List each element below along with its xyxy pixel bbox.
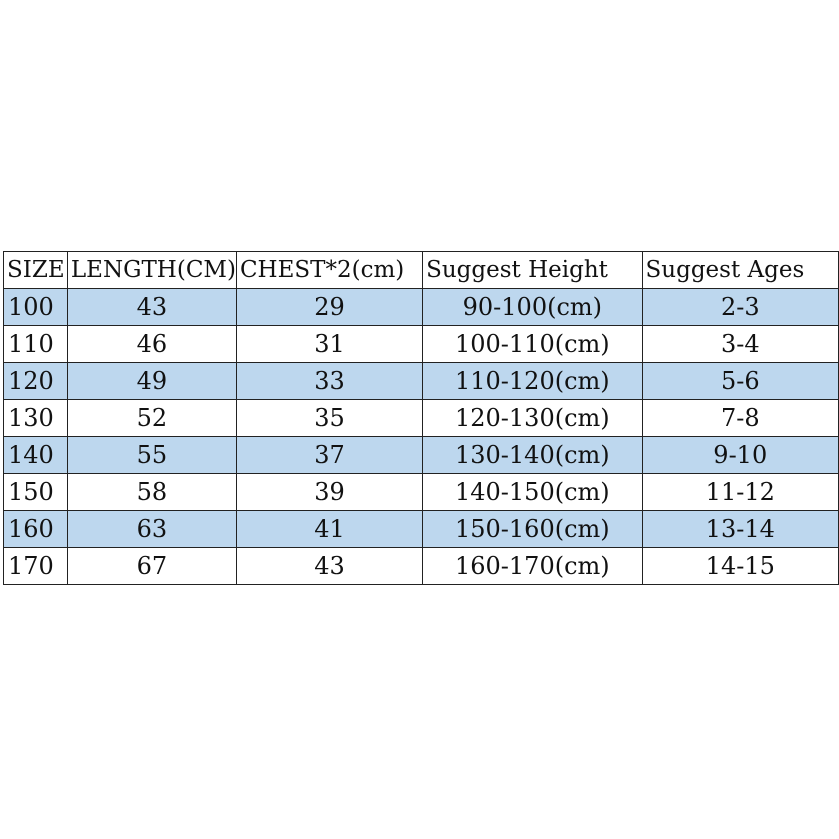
cell-chest: 31: [235, 325, 424, 363]
cell-size: 150: [3, 473, 68, 511]
cell-suggest-ages: 9-10: [641, 436, 839, 474]
cell-size: 100: [3, 288, 68, 326]
table-row: 120 49 33 110-120(cm) 5-6: [3, 362, 839, 400]
cell-chest: 29: [235, 288, 424, 326]
cell-suggest-ages: 13-14: [641, 510, 839, 548]
cell-suggest-height: 120-130(cm): [422, 399, 643, 437]
cell-suggest-height: 100-110(cm): [422, 325, 643, 363]
table-row: 130 52 35 120-130(cm) 7-8: [3, 399, 839, 437]
cell-length: 63: [66, 510, 237, 548]
cell-size: 120: [3, 362, 68, 400]
cell-size: 160: [3, 510, 68, 548]
cell-chest: 43: [235, 547, 424, 585]
cell-suggest-ages: 2-3: [641, 288, 839, 326]
cell-suggest-ages: 7-8: [641, 399, 839, 437]
cell-size: 130: [3, 399, 68, 437]
cell-size: 170: [3, 547, 68, 585]
cell-suggest-height: 140-150(cm): [422, 473, 643, 511]
table-row: 160 63 41 150-160(cm) 13-14: [3, 510, 839, 548]
cell-chest: 41: [235, 510, 424, 548]
cell-suggest-height: 150-160(cm): [422, 510, 643, 548]
table-row: 170 67 43 160-170(cm) 14-15: [3, 547, 839, 585]
cell-suggest-ages: 14-15: [641, 547, 839, 585]
size-chart-table: SIZE LENGTH(CM) CHEST*2(cm) Suggest Heig…: [3, 251, 839, 585]
cell-chest: 39: [235, 473, 424, 511]
cell-size: 110: [3, 325, 68, 363]
table-row: 100 43 29 90-100(cm) 2-3: [3, 288, 839, 326]
cell-suggest-ages: 3-4: [641, 325, 839, 363]
cell-suggest-ages: 5-6: [641, 362, 839, 400]
table-row: 110 46 31 100-110(cm) 3-4: [3, 325, 839, 363]
header-suggest-height: Suggest Height: [422, 251, 643, 289]
cell-length: 55: [66, 436, 237, 474]
cell-length: 58: [66, 473, 237, 511]
cell-chest: 35: [235, 399, 424, 437]
cell-suggest-height: 160-170(cm): [422, 547, 643, 585]
cell-suggest-height: 90-100(cm): [422, 288, 643, 326]
cell-length: 52: [66, 399, 237, 437]
cell-length: 43: [66, 288, 237, 326]
cell-chest: 37: [235, 436, 424, 474]
cell-length: 49: [66, 362, 237, 400]
cell-length: 67: [66, 547, 237, 585]
header-chest: CHEST*2(cm): [235, 251, 424, 289]
cell-suggest-height: 130-140(cm): [422, 436, 643, 474]
header-size: SIZE: [3, 251, 68, 289]
cell-suggest-ages: 11-12: [641, 473, 839, 511]
cell-chest: 33: [235, 362, 424, 400]
header-row: SIZE LENGTH(CM) CHEST*2(cm) Suggest Heig…: [3, 251, 839, 289]
cell-length: 46: [66, 325, 237, 363]
header-length: LENGTH(CM): [66, 251, 237, 289]
cell-suggest-height: 110-120(cm): [422, 362, 643, 400]
header-suggest-ages: Suggest Ages: [641, 251, 839, 289]
table-row: 140 55 37 130-140(cm) 9-10: [3, 436, 839, 474]
table-row: 150 58 39 140-150(cm) 11-12: [3, 473, 839, 511]
cell-size: 140: [3, 436, 68, 474]
